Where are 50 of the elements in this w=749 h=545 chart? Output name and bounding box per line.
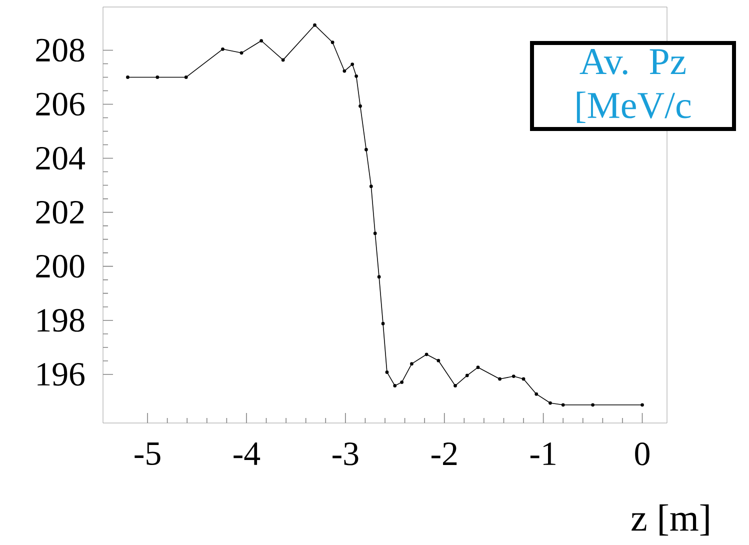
point <box>240 51 244 55</box>
x-tick-label: -2 <box>432 442 457 465</box>
point <box>260 39 264 42</box>
x-tick-label: -1 <box>530 442 556 465</box>
point <box>281 58 285 62</box>
point <box>591 403 594 407</box>
point <box>410 362 414 366</box>
x-tick-label: 0 <box>635 442 650 466</box>
point <box>476 366 480 370</box>
point <box>465 374 469 378</box>
point <box>364 148 368 152</box>
y-tick-label: 206 <box>36 92 84 116</box>
point <box>454 384 457 388</box>
point <box>184 76 188 79</box>
point <box>640 403 644 407</box>
point <box>385 370 389 374</box>
point <box>534 392 538 396</box>
point <box>354 74 358 78</box>
y-tick-label: 204 <box>36 146 85 170</box>
point <box>221 47 224 51</box>
point <box>126 76 130 79</box>
x-axis-title: z [m] <box>632 504 709 536</box>
point <box>512 374 516 378</box>
point <box>156 76 160 79</box>
x-tick-label: -3 <box>332 442 358 466</box>
point <box>436 358 440 362</box>
point <box>393 384 397 388</box>
y-axis-title: Av. Pz [MeV/c <box>576 49 691 123</box>
point <box>313 23 316 27</box>
point <box>350 62 354 66</box>
point <box>369 184 373 188</box>
point <box>548 401 552 405</box>
y-tick-label: 202 <box>36 200 84 224</box>
point <box>381 322 385 326</box>
point <box>358 104 362 108</box>
x-tick-label: -4 <box>234 442 260 465</box>
x-tick-label: -5 <box>134 442 160 466</box>
point <box>400 380 404 384</box>
point <box>498 377 502 381</box>
y-tick-label: 200 <box>36 254 84 278</box>
point <box>561 403 565 407</box>
point <box>330 40 334 44</box>
point <box>522 377 526 381</box>
point <box>373 232 377 236</box>
y-tick-label: 198 <box>38 308 84 332</box>
y-tick-label: 208 <box>36 38 84 62</box>
point <box>342 69 346 73</box>
point <box>424 352 428 356</box>
point <box>377 275 381 279</box>
y-tick-label: 196 <box>38 363 84 386</box>
